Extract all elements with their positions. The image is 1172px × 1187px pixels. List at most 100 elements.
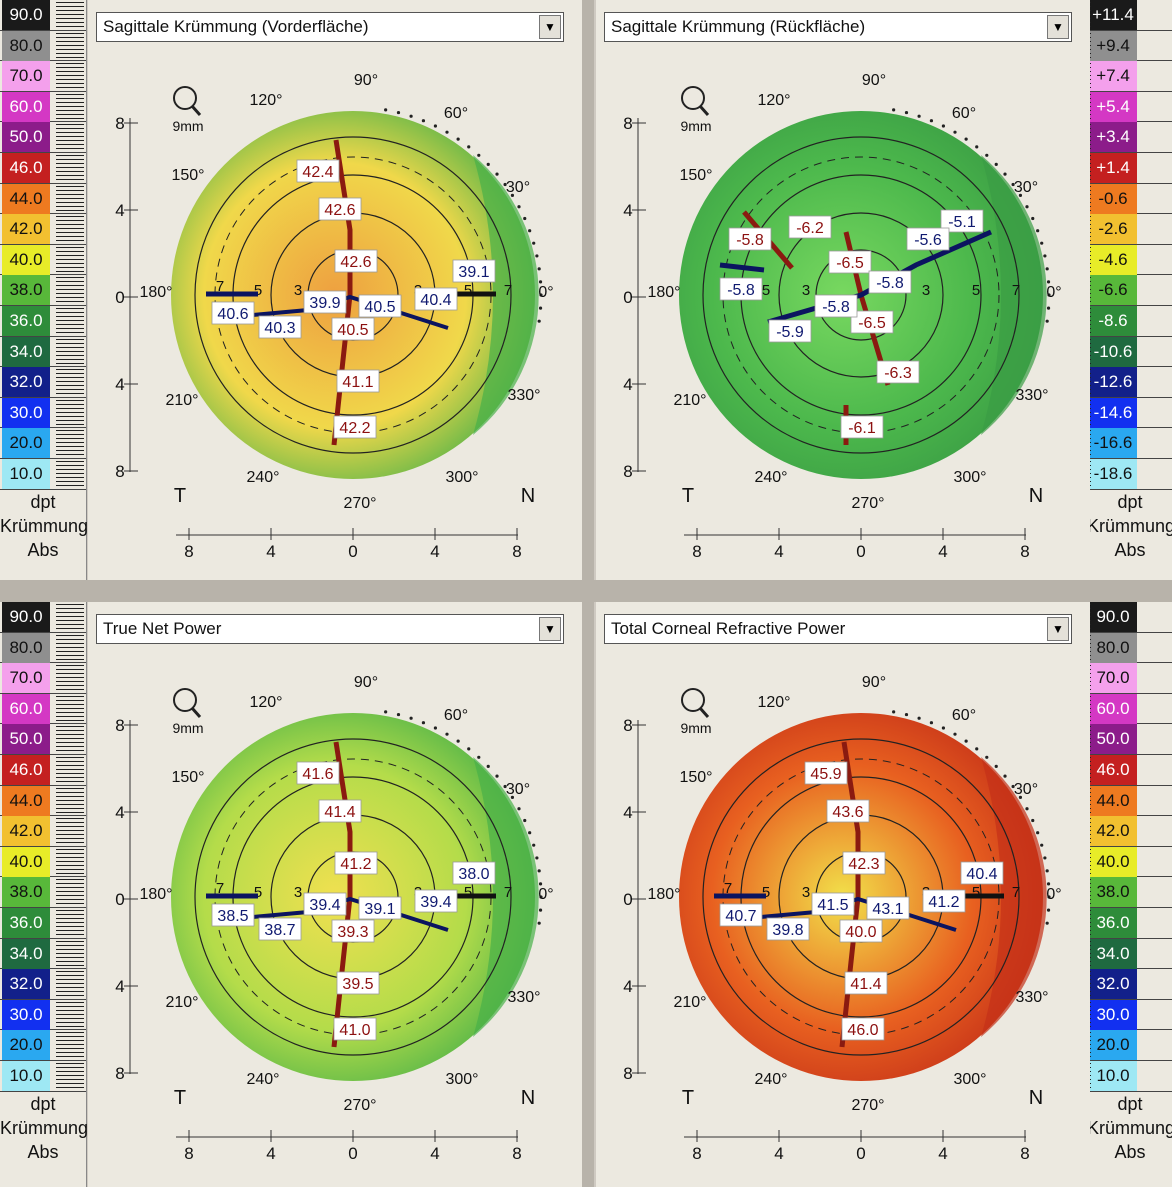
svg-text:41.1: 41.1 (342, 374, 373, 391)
map-type-dropdown-value: Sagittale Krümmung (Vorderfläche) (103, 17, 369, 36)
map-type-dropdown[interactable]: True Net Power ▼ (96, 614, 564, 644)
svg-text:40.5: 40.5 (337, 322, 368, 339)
chevron-down-icon[interactable]: ▼ (539, 617, 561, 641)
chevron-down-icon[interactable]: ▼ (1047, 617, 1069, 641)
scale-swatch: 30.0 (1087, 999, 1172, 1031)
rim-dot (985, 755, 989, 759)
rim-dot (495, 774, 499, 778)
scale-swatch: -16.6 (1087, 428, 1172, 459)
svg-text:42.3: 42.3 (848, 856, 879, 873)
rim-dot (964, 739, 968, 743)
scale-swatch: 30.0 (0, 397, 86, 429)
angle-label: 240° (754, 469, 787, 486)
map-type-dropdown[interactable]: Sagittale Krümmung (Rückfläche) ▼ (604, 12, 1072, 42)
scale-value: -14.6 (1089, 397, 1137, 428)
value-label: -5.9 (768, 319, 812, 343)
scale-value: 36.0 (1089, 907, 1137, 938)
rim-dot (975, 747, 979, 751)
nasal-label: N (521, 485, 535, 507)
ring-label: 7 (216, 880, 224, 897)
color-scale-top-right: +11.4 +9.4 +7.4 +5.4 +3.4 +1.4 -0.6 -2.6 -4.6 -6.… (1086, 0, 1172, 580)
scale-mode: Abs (27, 539, 59, 560)
svg-text:43.6: 43.6 (832, 804, 863, 821)
scale-swatch: +7.4 (1087, 61, 1172, 92)
scale-value: 20.0 (2, 428, 50, 459)
scale-swatch: +9.4 (1087, 30, 1172, 62)
scale-swatch: 60.0 (1087, 693, 1172, 725)
value-label: 40.6 (211, 301, 255, 325)
rim-dot (917, 114, 921, 118)
scale-swatch: 36.0 (0, 305, 86, 337)
y-tick-label: 4 (115, 803, 124, 822)
value-label: 45.9 (804, 761, 848, 785)
temporal-label: T (174, 1087, 186, 1109)
scale-mode: Abs (27, 1141, 59, 1162)
svg-text:-5.8: -5.8 (727, 282, 755, 299)
rim-dot (1036, 229, 1040, 233)
rim-dot (1036, 831, 1040, 835)
angle-label: 330° (1015, 387, 1048, 404)
value-label: 40.0 (839, 919, 883, 943)
value-label: 41.0 (333, 1017, 377, 1041)
scale-value: -16.6 (1089, 428, 1137, 459)
map-type-dropdown[interactable]: Sagittale Krümmung (Vorderfläche) ▼ (96, 12, 564, 42)
ring-label: 5 (464, 884, 472, 901)
chevron-down-icon[interactable]: ▼ (1047, 15, 1069, 39)
svg-text:-6.1: -6.1 (848, 420, 876, 437)
y-tick-label: 8 (115, 716, 124, 735)
svg-text:39.9: 39.9 (309, 295, 340, 312)
cornea-map (171, 111, 535, 479)
horizontal-splitter[interactable] (0, 580, 1172, 602)
scale-ticks (56, 909, 84, 936)
rim-dot (384, 108, 388, 112)
y-tick-label: 4 (623, 803, 632, 822)
ring-label: 7 (216, 278, 224, 295)
svg-text:40.0: 40.0 (845, 924, 876, 941)
scale-ticks (56, 460, 84, 487)
rim-dot (456, 137, 460, 141)
zone-ring (194, 738, 512, 1056)
value-label: -6.2 (788, 215, 832, 239)
value-label: 40.4 (414, 287, 458, 311)
angle-label: 60° (444, 707, 468, 724)
ring-label: 7 (1012, 884, 1020, 901)
scale-value: 32.0 (2, 969, 50, 1000)
svg-text:39.1: 39.1 (458, 264, 489, 281)
scale-ticks (56, 185, 84, 212)
value-label: 38.5 (211, 903, 255, 927)
rim-dot (904, 110, 909, 115)
svg-text:39.8: 39.8 (772, 922, 803, 939)
rim-dot (456, 739, 460, 743)
svg-text:-6.5: -6.5 (836, 255, 864, 272)
chevron-down-icon[interactable]: ▼ (539, 15, 561, 39)
rim-dot (445, 130, 449, 134)
rim-dot (532, 241, 536, 245)
scale-swatch: 70.0 (0, 61, 86, 92)
map-type-dropdown[interactable]: Total Corneal Refractive Power ▼ (604, 614, 1072, 644)
scale-unit: dpt (1117, 491, 1143, 512)
rim-dot (1045, 869, 1049, 873)
angle-label: 150° (679, 167, 712, 184)
map-edge-region (981, 757, 1047, 1037)
ring-label: 3 (294, 884, 302, 901)
scale-swatch: -0.6 (1087, 183, 1172, 215)
rim-dot (528, 831, 532, 835)
x-tick-label: 4 (774, 1144, 783, 1163)
scale-swatch: 32.0 (0, 969, 86, 1000)
value-label: 43.6 (826, 799, 870, 823)
scale-value: 36.0 (2, 907, 50, 938)
scale-value: +1.4 (1089, 152, 1137, 183)
y-axis: 8 4 0 4 8 (115, 716, 138, 1083)
y-tick-label: 0 (623, 288, 632, 307)
angle-label: 150° (171, 769, 204, 786)
angle-label: 300° (953, 469, 986, 486)
cornea-map (679, 713, 1043, 1081)
svg-text:41.4: 41.4 (850, 976, 881, 993)
scale-value: 38.0 (2, 877, 50, 908)
rim-dot (1045, 319, 1049, 323)
scale-ticks (56, 879, 84, 906)
scale-swatch: 44.0 (0, 183, 86, 215)
scale-swatch: 34.0 (1087, 938, 1172, 970)
scale-value: 46.0 (2, 152, 50, 183)
angle-label: 0° (538, 886, 553, 903)
